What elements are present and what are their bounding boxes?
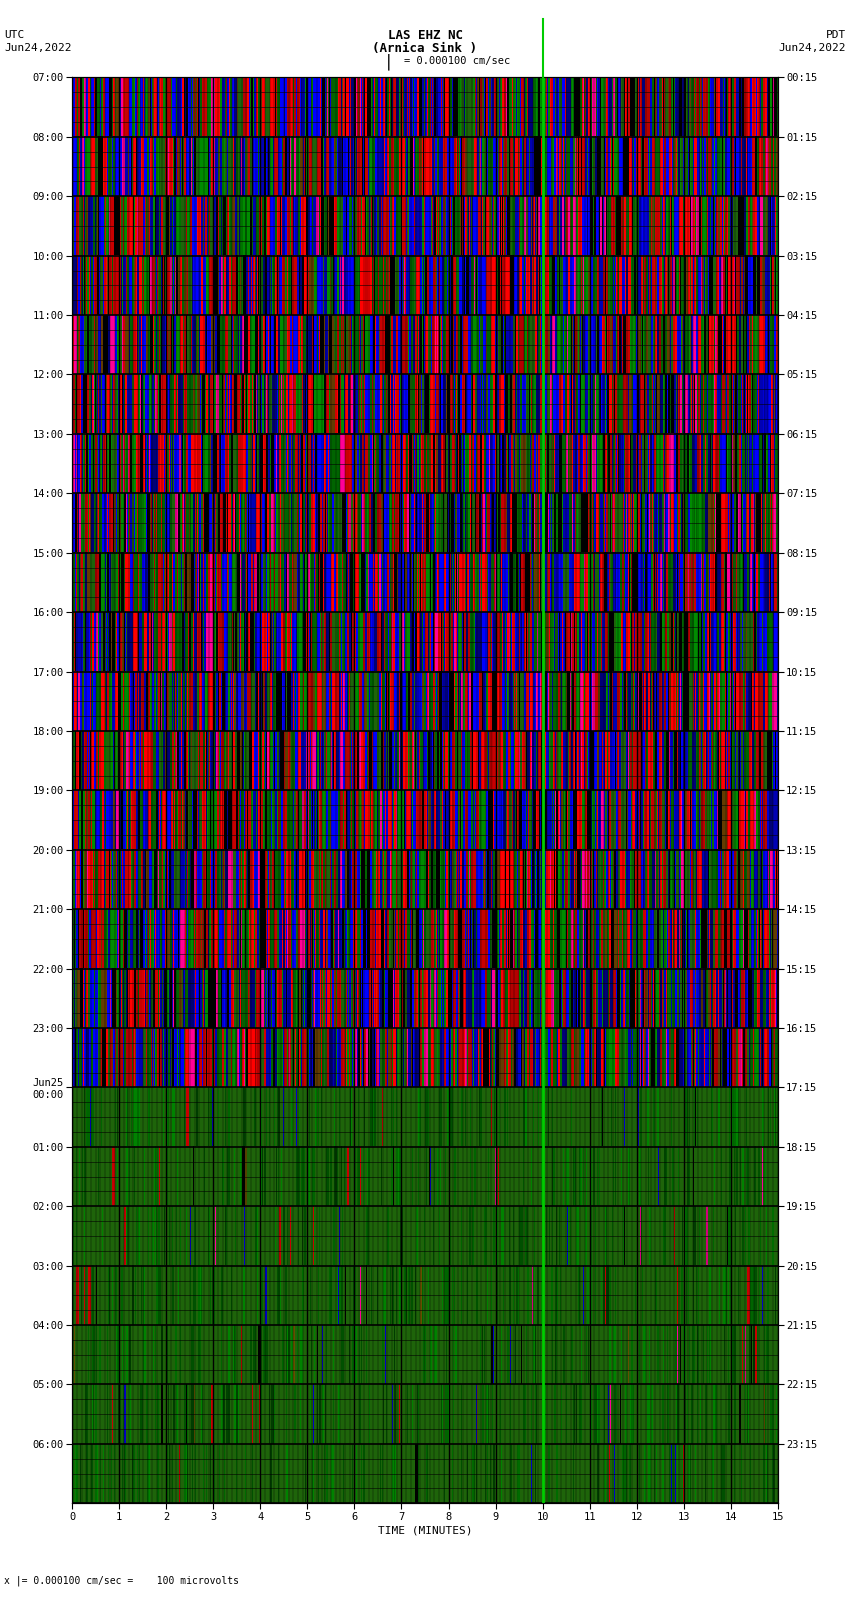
X-axis label: TIME (MINUTES): TIME (MINUTES) xyxy=(377,1526,473,1536)
Text: UTC: UTC xyxy=(4,31,25,40)
Text: = 0.000100 cm/sec: = 0.000100 cm/sec xyxy=(404,56,510,66)
Text: LAS EHZ NC: LAS EHZ NC xyxy=(388,29,462,42)
Text: ⎥: ⎥ xyxy=(382,53,391,69)
Text: PDT: PDT xyxy=(825,31,846,40)
Text: (Arnica Sink ): (Arnica Sink ) xyxy=(372,42,478,55)
Text: Jun24,2022: Jun24,2022 xyxy=(779,44,846,53)
Text: Jun24,2022: Jun24,2022 xyxy=(4,44,71,53)
Text: x |= 0.000100 cm/sec =    100 microvolts: x |= 0.000100 cm/sec = 100 microvolts xyxy=(4,1576,239,1586)
